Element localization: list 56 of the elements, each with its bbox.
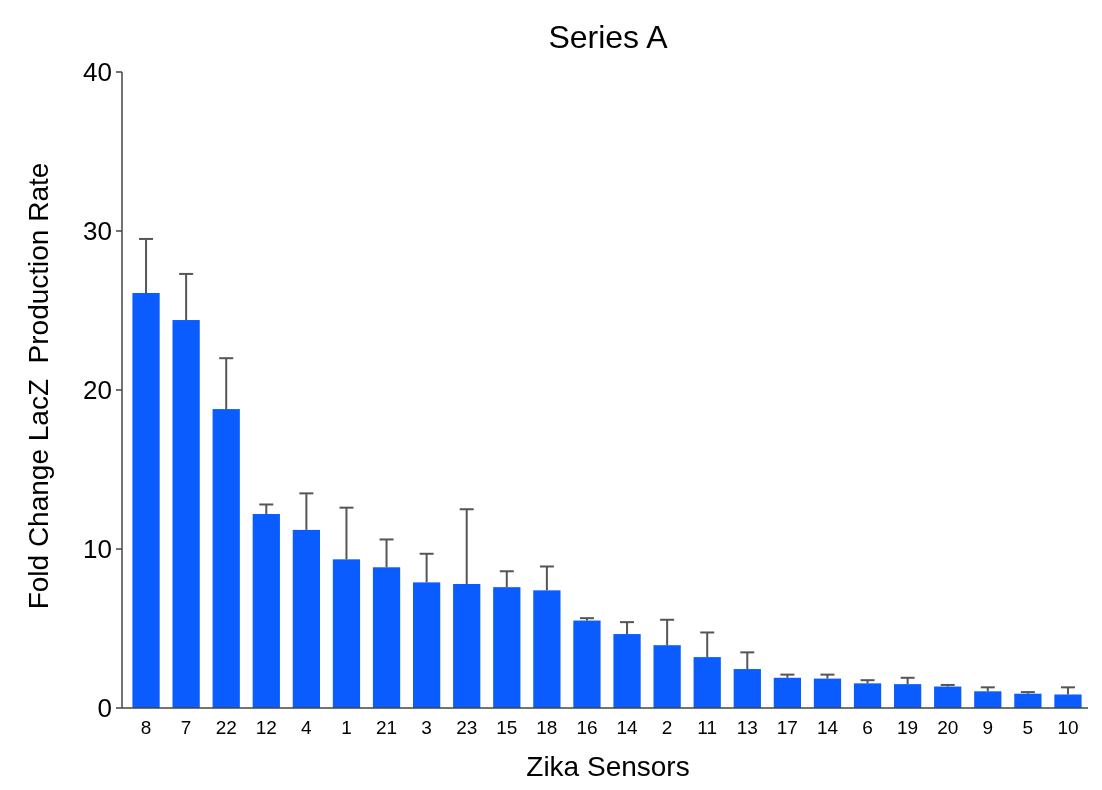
bar	[653, 645, 681, 708]
bar	[613, 634, 641, 708]
bar	[894, 684, 922, 708]
y-tick-label: 40	[83, 57, 112, 88]
bar	[212, 409, 240, 708]
bar	[372, 567, 401, 708]
bar	[733, 669, 761, 708]
x-axis-title: Zika Sensors	[526, 751, 690, 782]
bar	[172, 320, 200, 708]
x-tick-label: 9	[982, 717, 994, 738]
x-tick-label: 18	[536, 717, 558, 738]
bar	[1014, 693, 1042, 708]
x-tick-label: 8	[140, 717, 152, 738]
bar	[1054, 694, 1082, 708]
x-tick-label: 22	[215, 717, 237, 738]
bar	[453, 583, 481, 708]
bar	[934, 686, 962, 708]
bar	[493, 587, 521, 708]
y-tick-label: 20	[83, 375, 112, 406]
x-tick-label: 4	[301, 717, 313, 738]
y-tick-label: 0	[97, 693, 112, 724]
bar	[533, 590, 561, 708]
bar	[332, 559, 361, 708]
bar	[773, 677, 801, 708]
x-tick-label: 19	[897, 717, 919, 738]
x-tick-label: 10	[1057, 717, 1079, 738]
bar	[252, 514, 280, 708]
x-tick-label: 6	[862, 717, 873, 738]
x-tick-label: 2	[661, 717, 673, 738]
x-tick-label: 15	[496, 717, 518, 738]
x-tick-label: 12	[255, 717, 277, 738]
bar	[693, 657, 721, 708]
bar	[413, 582, 441, 708]
bar	[853, 683, 882, 708]
y-axis-title: Fold Change LacZ Production Rate	[23, 162, 54, 610]
x-tick-label: 17	[776, 717, 798, 738]
bar	[132, 293, 160, 708]
x-tick-label: 14	[616, 717, 639, 738]
x-tick-label: 13	[736, 717, 758, 738]
bar	[573, 620, 601, 708]
x-tick-label: 7	[180, 717, 192, 738]
x-tick-label: 1	[341, 717, 352, 738]
bar	[813, 678, 842, 708]
x-tick-label: 16	[576, 717, 598, 738]
bar	[974, 691, 1002, 708]
y-tick-label: 10	[83, 534, 112, 565]
x-tick-label: 11	[697, 717, 718, 738]
x-tick-label: 23	[456, 717, 478, 738]
x-tick-label: 5	[1022, 717, 1034, 738]
chart-title: Series A	[548, 19, 669, 55]
x-tick-label: 14	[816, 717, 839, 738]
x-tick-label: 20	[937, 717, 959, 738]
y-tick-label: 30	[83, 216, 112, 247]
x-tick-label: 3	[421, 717, 432, 738]
bar	[292, 529, 320, 708]
x-tick-label: 21	[375, 717, 398, 738]
